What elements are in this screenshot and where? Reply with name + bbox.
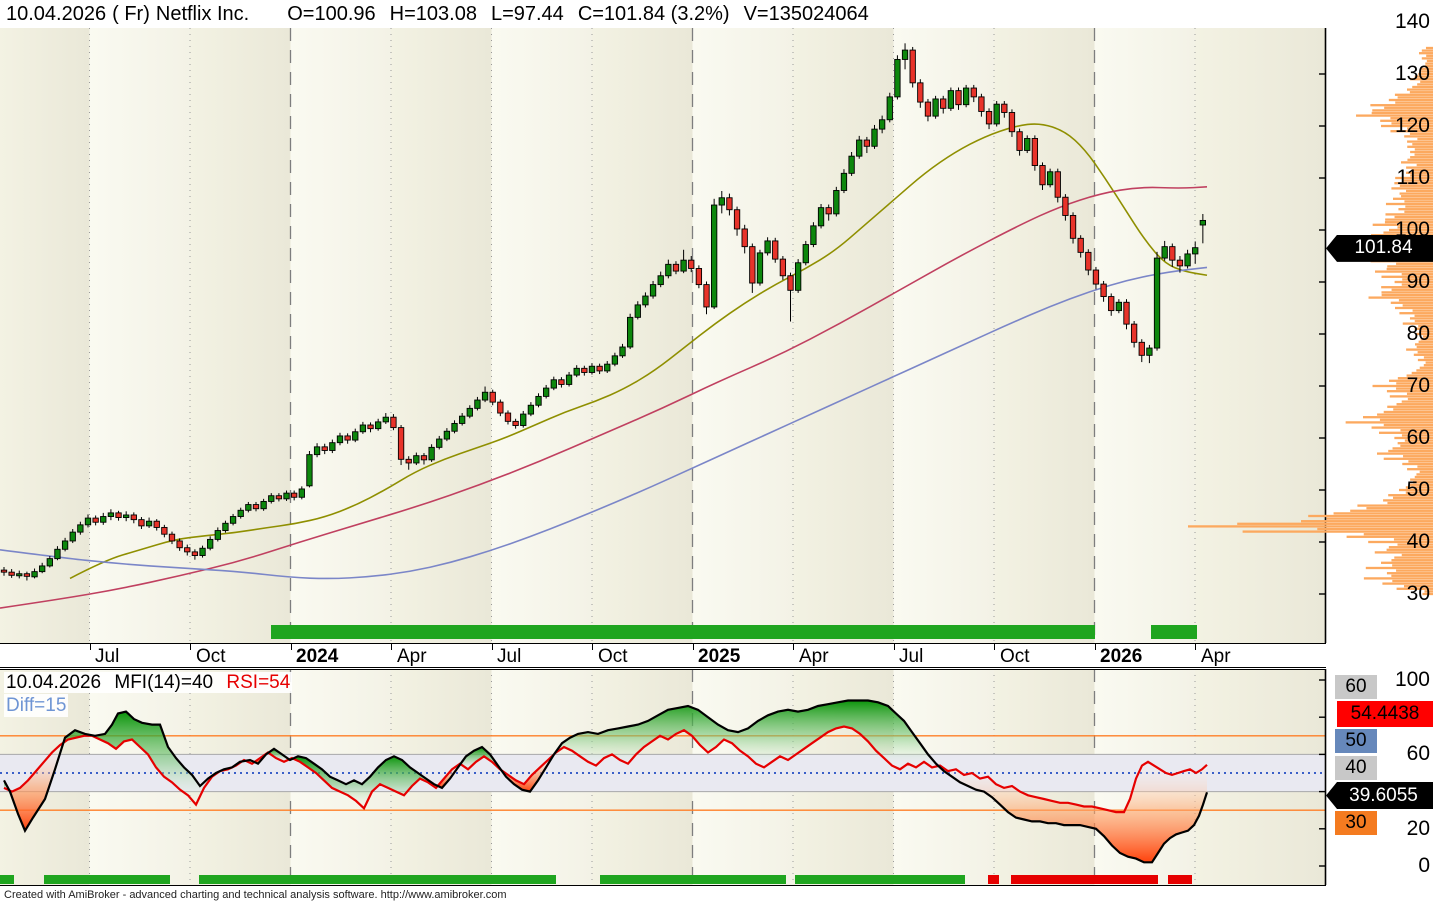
- chart-title-bar: 10.04.2026 ( Fr) Netflix Inc. O=100.96 H…: [0, 0, 1433, 28]
- date-axis-tick: [994, 644, 995, 650]
- title-low: L=97.44: [490, 2, 564, 25]
- date-axis-label: Jul: [95, 646, 120, 667]
- date-axis-label: 2024: [296, 646, 339, 667]
- price-tick-label: 90: [1406, 270, 1430, 293]
- date-axis-label: Apr: [1201, 646, 1231, 667]
- title-high: H=103.08: [389, 2, 477, 25]
- date-axis-label: Apr: [799, 646, 829, 667]
- title-volume: V=135024064: [743, 2, 869, 25]
- date-axis-label: Jul: [497, 646, 522, 667]
- date-axis-tick: [89, 644, 91, 650]
- date-axis-tick: [391, 644, 392, 650]
- panel-mfi-value: MFI(14)=40: [112, 672, 216, 693]
- date-axis-tick: [190, 644, 191, 650]
- date-axis-tick: [592, 644, 593, 650]
- title-symbol: Netflix Inc.: [155, 2, 250, 25]
- date-axis-label: Oct: [1000, 646, 1030, 667]
- date-axis-label: Oct: [196, 646, 226, 667]
- price-tick-label: 60: [1406, 426, 1430, 449]
- ma-fast-olive: [69, 123, 1208, 580]
- date-axis[interactable]: Jul Oct 2024 Apr Jul Oct 2025 Apr Jul Oct 2026 Apr: [0, 643, 1326, 668]
- price-tick-label: 30: [1406, 582, 1430, 605]
- mfi-rsi-plot[interactable]: [0, 669, 1433, 885]
- panel-date: 10.04.2026: [4, 672, 104, 693]
- level-label-40: 40: [1335, 756, 1377, 780]
- rsi-line: [3, 725, 1208, 814]
- ma-slow-blue: [0, 266, 1208, 580]
- title-date: 10.04.2026: [6, 2, 107, 25]
- panel-bottom-border: [0, 885, 1326, 886]
- date-axis-tick: [793, 644, 794, 650]
- mfi-line: [3, 699, 1209, 864]
- mfi-value-tag: 39.6055: [1326, 782, 1433, 809]
- indicator-tick-label: 60: [1406, 742, 1430, 766]
- indicator-tick-label: 20: [1406, 816, 1430, 840]
- indicator-tick-label: 0: [1418, 854, 1430, 877]
- indicator-panel[interactable]: 10.04.2026 MFI(14)=40 RSI=54 Diff=15: [0, 669, 1433, 885]
- amibroker-credit-footer: Created with AmiBroker - advanced charti…: [0, 886, 1433, 902]
- date-axis-label: Apr: [397, 646, 427, 667]
- date-axis-label: 2025: [698, 646, 741, 667]
- title-open: O=100.96: [287, 2, 376, 25]
- date-axis-label: Jul: [899, 646, 924, 667]
- level-label-60: 60: [1335, 675, 1377, 699]
- background-stripes: [0, 28, 1325, 643]
- level-label-50: 50: [1335, 729, 1377, 753]
- level-label-30: 30: [1335, 811, 1377, 835]
- indicator-tick-label: 100: [1394, 668, 1430, 691]
- panel-rsi-value: RSI=54: [224, 672, 293, 693]
- price-tick-label: 80: [1406, 322, 1430, 345]
- main-price-chart[interactable]: 140 130 120 110 100 90 80 70 60 50 40 30 101.84: [0, 11, 1433, 643]
- date-axis-label: Oct: [598, 646, 628, 667]
- ma-mid-crimson: [0, 186, 1208, 609]
- date-axis-tick: [1094, 644, 1096, 650]
- candlestick-plot[interactable]: [0, 28, 1433, 643]
- date-axis-tick: [692, 644, 694, 650]
- price-tick-label: 70: [1406, 374, 1430, 397]
- price-tick-label: 130: [1394, 62, 1430, 85]
- date-axis-tick: [1195, 644, 1196, 650]
- title-day: ( Fr): [112, 2, 150, 25]
- panel-ribbon: [0, 875, 1192, 884]
- price-tick-label: 110: [1396, 166, 1430, 189]
- footer-text: Created with AmiBroker - advanced charti…: [4, 889, 507, 901]
- date-axis-tick: [893, 644, 895, 650]
- rsi-value-tag: 54.4438: [1337, 701, 1433, 727]
- price-tick-label: 140: [1394, 10, 1430, 33]
- date-axis-tick: [290, 644, 292, 650]
- candlestick-series: [0, 43, 1207, 581]
- price-tick-label: 50: [1406, 478, 1430, 501]
- date-axis-tick: [491, 644, 493, 650]
- date-axis-label: 2026: [1100, 646, 1143, 667]
- indicator-titles: 10.04.2026 MFI(14)=40 RSI=54 Diff=15: [4, 671, 293, 717]
- panel-diff-value: Diff=15: [4, 694, 69, 717]
- last-price-tag: 101.84: [1326, 234, 1433, 262]
- vertical-gridlines: [89, 28, 1196, 643]
- trend-ribbon: [271, 625, 1197, 639]
- price-tick-label: 40: [1406, 530, 1430, 553]
- price-tick-label: 120: [1394, 114, 1430, 137]
- title-close: C=101.84 (3.2%): [577, 2, 730, 25]
